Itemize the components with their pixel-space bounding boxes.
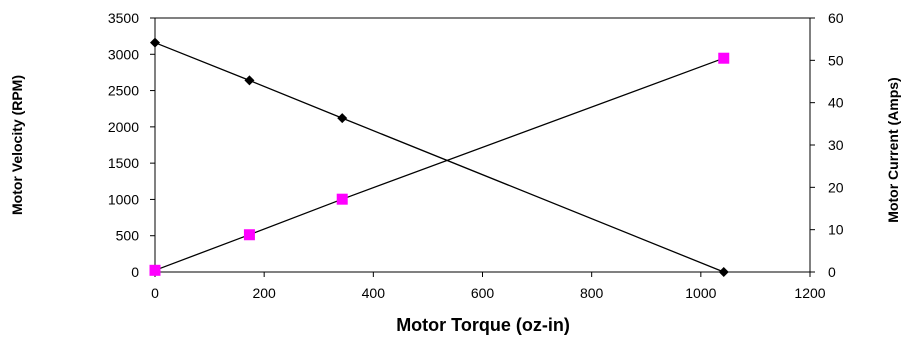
- velocity-series-line: [154, 42, 725, 273]
- x-tick-label: 200: [252, 285, 276, 301]
- current-point: [718, 52, 730, 64]
- current-point: [243, 229, 255, 241]
- x-tick-label: 400: [362, 285, 386, 301]
- series-layer: [149, 37, 730, 277]
- left-y-tick-label: 1000: [108, 191, 139, 207]
- x-tick-label: 800: [580, 285, 604, 301]
- x-axis-title: Motor Torque (oz-in): [396, 315, 570, 335]
- velocity-point: [150, 37, 160, 48]
- x-axis-ticks: 0 200 400 600 800 1000 1200: [151, 272, 826, 301]
- right-y-tick-label: 10: [828, 222, 844, 238]
- right-y-tick-label: 60: [828, 10, 844, 26]
- right-y-axis-ticks: 0 10 20 30 40 50 60: [810, 10, 844, 280]
- left-y-tick-label: 3500: [108, 10, 139, 26]
- current-series-line: [154, 57, 725, 271]
- velocity-point: [718, 267, 729, 277]
- right-y-tick-label: 0: [828, 264, 836, 280]
- x-tick-label: 1000: [685, 285, 716, 301]
- left-y-tick-label: 3000: [108, 46, 139, 62]
- left-y-tick-label: 1500: [108, 155, 139, 171]
- right-y-tick-label: 30: [828, 137, 844, 153]
- left-y-axis-ticks: 0 500 1000 1500 2000 2500 3000 3500: [108, 10, 155, 280]
- left-y-tick-label: 2500: [108, 83, 139, 99]
- left-y-tick-label: 0: [131, 264, 139, 280]
- right-y-tick-label: 40: [828, 95, 844, 111]
- velocity-point: [337, 113, 348, 124]
- x-tick-label: 1200: [794, 285, 825, 301]
- x-tick-label: 0: [151, 285, 159, 301]
- right-y-axis-title: Motor Current (Amps): [885, 77, 901, 222]
- velocity-point: [244, 75, 255, 86]
- right-y-tick-label: 50: [828, 52, 844, 68]
- current-point: [336, 193, 348, 205]
- right-y-tick-label: 20: [828, 179, 844, 195]
- current-point: [149, 264, 161, 276]
- left-y-tick-label: 2000: [108, 119, 139, 135]
- left-y-tick-label: 500: [116, 228, 140, 244]
- left-y-axis-title: Motor Velocity (RPM): [9, 75, 25, 215]
- x-tick-label: 600: [471, 285, 495, 301]
